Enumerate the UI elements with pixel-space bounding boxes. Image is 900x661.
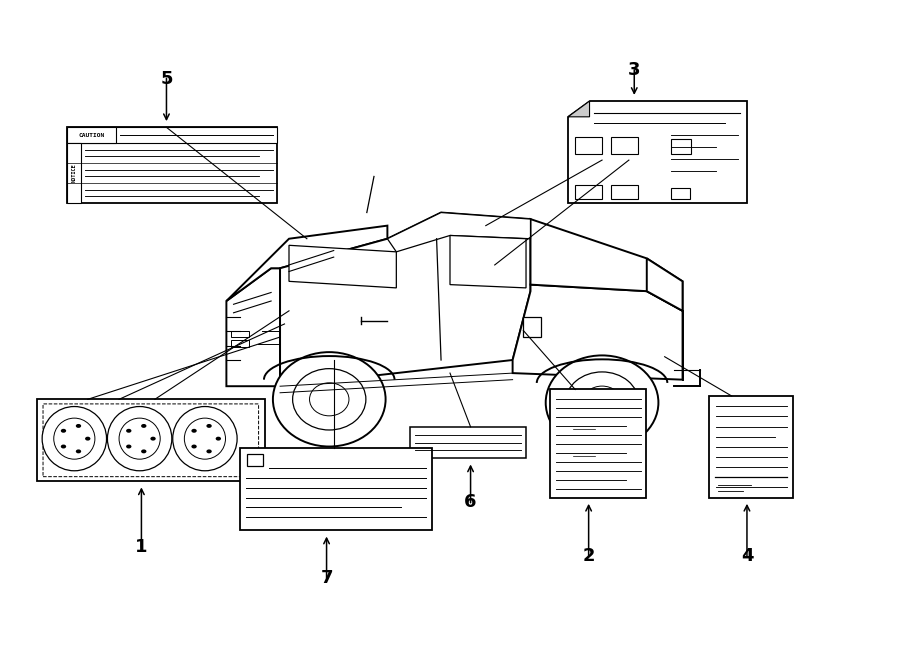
- Circle shape: [192, 429, 197, 433]
- Circle shape: [61, 445, 67, 448]
- Bar: [670, 139, 691, 153]
- Bar: [575, 137, 602, 153]
- Bar: [247, 453, 263, 465]
- Text: 7: 7: [320, 568, 333, 586]
- Ellipse shape: [310, 383, 349, 416]
- Ellipse shape: [273, 352, 385, 447]
- Ellipse shape: [184, 418, 226, 459]
- Bar: [709, 396, 793, 498]
- Circle shape: [126, 445, 131, 448]
- Circle shape: [76, 424, 81, 428]
- Bar: [37, 399, 265, 481]
- Text: 1: 1: [135, 538, 148, 556]
- Circle shape: [206, 424, 211, 428]
- Bar: [68, 143, 82, 203]
- Ellipse shape: [107, 407, 172, 471]
- Polygon shape: [568, 101, 747, 203]
- Circle shape: [141, 424, 147, 428]
- Bar: [611, 184, 638, 200]
- Polygon shape: [227, 268, 280, 386]
- Circle shape: [216, 437, 221, 441]
- Polygon shape: [227, 225, 387, 301]
- Bar: [231, 340, 248, 347]
- Bar: [68, 128, 277, 143]
- FancyBboxPatch shape: [43, 404, 258, 477]
- Polygon shape: [450, 235, 526, 288]
- Circle shape: [61, 429, 67, 433]
- Text: 2: 2: [582, 547, 595, 565]
- Circle shape: [76, 449, 81, 453]
- Bar: [410, 427, 526, 458]
- Text: 5: 5: [160, 70, 173, 88]
- Bar: [239, 448, 432, 530]
- Circle shape: [86, 437, 90, 441]
- Bar: [68, 128, 277, 203]
- Bar: [523, 317, 541, 337]
- Circle shape: [126, 429, 131, 433]
- Ellipse shape: [582, 386, 622, 419]
- Ellipse shape: [42, 407, 106, 471]
- Polygon shape: [289, 245, 396, 288]
- Bar: [231, 330, 248, 337]
- Ellipse shape: [292, 369, 366, 430]
- Ellipse shape: [173, 407, 237, 471]
- Polygon shape: [647, 258, 682, 311]
- Circle shape: [192, 445, 197, 448]
- Text: 6: 6: [464, 493, 477, 511]
- Polygon shape: [280, 213, 530, 386]
- Text: 3: 3: [628, 61, 641, 79]
- Bar: [550, 389, 646, 498]
- Circle shape: [150, 437, 156, 441]
- Polygon shape: [530, 219, 682, 311]
- Text: NOTICE: NOTICE: [72, 163, 76, 182]
- Bar: [68, 128, 116, 143]
- Polygon shape: [568, 101, 590, 117]
- Bar: [670, 188, 689, 200]
- Ellipse shape: [565, 372, 639, 433]
- Ellipse shape: [54, 418, 94, 459]
- Bar: [611, 137, 638, 153]
- Ellipse shape: [545, 356, 659, 449]
- Text: 4: 4: [741, 547, 753, 565]
- Ellipse shape: [119, 418, 160, 459]
- Circle shape: [141, 449, 147, 453]
- Polygon shape: [387, 213, 530, 252]
- Circle shape: [206, 449, 211, 453]
- Bar: [575, 184, 602, 200]
- Text: CAUTION: CAUTION: [78, 133, 105, 137]
- Polygon shape: [513, 285, 682, 379]
